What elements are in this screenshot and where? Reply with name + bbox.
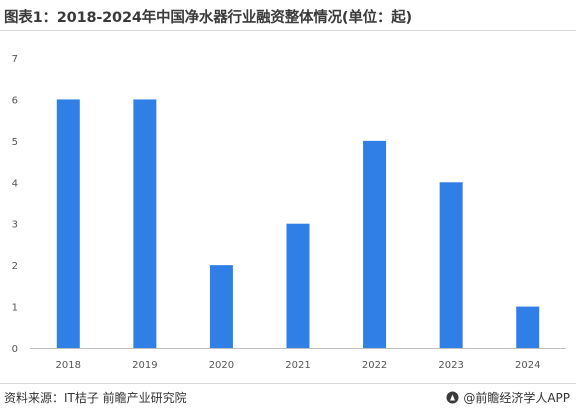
brand-text: @前瞻经济学人APP [463, 391, 570, 405]
bar-2021 [286, 223, 310, 348]
x-tick-label: 2020 [209, 360, 234, 371]
y-tick-label: 5 [12, 137, 18, 148]
bars [56, 99, 540, 348]
bar-2018 [56, 99, 80, 348]
y-tick-label: 6 [12, 95, 18, 106]
y-tick-label: 1 [12, 303, 18, 314]
title-divider [0, 30, 576, 31]
bar-2024 [516, 306, 540, 348]
y-tick-label: 7 [12, 54, 18, 65]
x-tick-label: 2018 [56, 360, 81, 371]
bar-2020 [209, 265, 233, 348]
chart-title: 图表1：2018-2024年中国净水器行业融资整体情况(单位：起) [4, 10, 412, 26]
brand-credit: @前瞻经济学人APP [446, 389, 570, 406]
bar-2023 [439, 182, 463, 348]
x-axis-ticks: 2018 2019 2020 2021 2022 2023 2024 [56, 360, 541, 371]
y-tick-label: 4 [12, 178, 18, 189]
y-tick-label: 2 [12, 261, 18, 272]
source-note: 资料来源：IT桔子 前瞻产业研究院 [4, 391, 187, 405]
x-tick-label: 2022 [362, 360, 387, 371]
x-tick-label: 2019 [132, 360, 157, 371]
x-tick-label: 2024 [515, 360, 540, 371]
y-tick-label: 0 [12, 344, 18, 355]
footer-divider [0, 383, 576, 384]
bar-2019 [133, 99, 157, 348]
y-axis-ticks: 0 1 2 3 4 5 6 7 [12, 54, 18, 355]
qianzhan-logo-icon [446, 391, 459, 404]
y-tick-label: 3 [12, 220, 18, 231]
x-tick-label: 2023 [438, 360, 463, 371]
bar-2022 [363, 140, 387, 348]
x-tick-label: 2021 [285, 360, 310, 371]
